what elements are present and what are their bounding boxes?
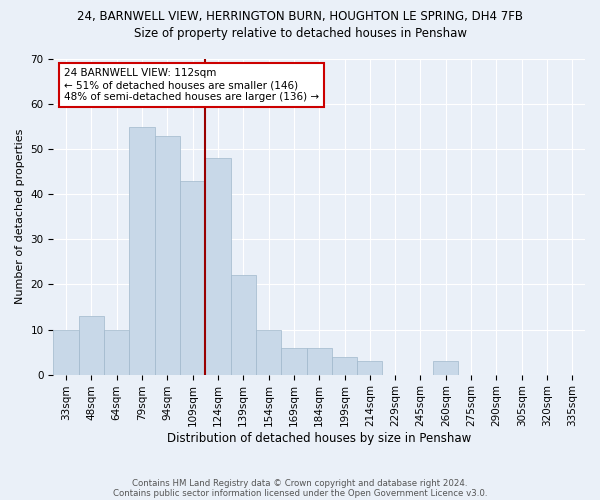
Y-axis label: Number of detached properties: Number of detached properties xyxy=(15,129,25,304)
Bar xyxy=(230,276,256,374)
Text: 24 BARNWELL VIEW: 112sqm
← 51% of detached houses are smaller (146)
48% of semi-: 24 BARNWELL VIEW: 112sqm ← 51% of detach… xyxy=(64,68,319,102)
Bar xyxy=(79,316,104,374)
X-axis label: Distribution of detached houses by size in Penshaw: Distribution of detached houses by size … xyxy=(167,432,472,445)
Bar xyxy=(433,361,458,374)
Bar xyxy=(130,126,155,374)
Bar xyxy=(180,180,205,374)
Bar xyxy=(155,136,180,374)
Text: Contains public sector information licensed under the Open Government Licence v3: Contains public sector information licen… xyxy=(113,488,487,498)
Text: 24, BARNWELL VIEW, HERRINGTON BURN, HOUGHTON LE SPRING, DH4 7FB: 24, BARNWELL VIEW, HERRINGTON BURN, HOUG… xyxy=(77,10,523,23)
Text: Size of property relative to detached houses in Penshaw: Size of property relative to detached ho… xyxy=(133,28,467,40)
Bar xyxy=(281,348,307,374)
Bar xyxy=(307,348,332,374)
Bar xyxy=(256,330,281,374)
Bar xyxy=(357,361,382,374)
Text: Contains HM Land Registry data © Crown copyright and database right 2024.: Contains HM Land Registry data © Crown c… xyxy=(132,478,468,488)
Bar xyxy=(104,330,130,374)
Bar xyxy=(53,330,79,374)
Bar xyxy=(205,158,230,374)
Bar xyxy=(332,356,357,374)
